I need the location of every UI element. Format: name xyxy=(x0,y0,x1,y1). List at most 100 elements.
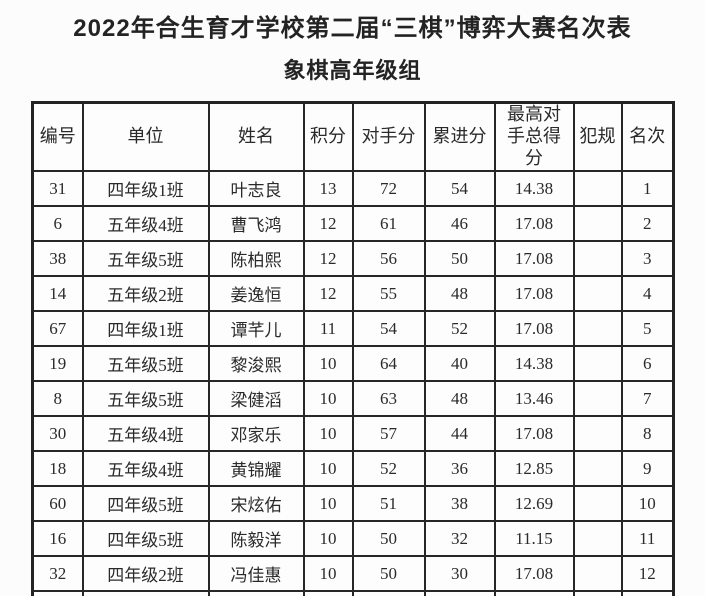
table-cell: 6 xyxy=(31,205,84,243)
table-cell xyxy=(493,590,575,596)
table-cell: 12.85 xyxy=(493,450,575,488)
table-row: 14 五年级2班 姜逸恒 12 55 48 17.08 4 xyxy=(31,275,675,313)
table-cell: 五年级5班 xyxy=(81,240,210,278)
table-cell: 陈柏熙 xyxy=(207,240,305,278)
table-cell xyxy=(572,415,623,453)
table-cell xyxy=(31,590,84,596)
table-cell: 四年级2班 xyxy=(81,555,210,593)
table-cell: 五年级5班 xyxy=(81,345,210,383)
table-cell: 10 xyxy=(302,380,354,418)
table-cell: 46 xyxy=(423,205,496,243)
column-header: 积分 xyxy=(302,101,354,173)
table-row: 19 五年级5班 黎浚熙 10 64 40 14.38 6 xyxy=(31,345,675,383)
table-cell: 52 xyxy=(351,450,426,488)
table-row: 30 五年级4班 邓家乐 10 57 44 17.08 8 xyxy=(31,415,675,453)
table-cell: 12 xyxy=(302,205,354,243)
table-cell: 30 xyxy=(423,555,496,593)
table-cell xyxy=(572,555,623,593)
table-cell xyxy=(572,170,623,208)
table-cell: 51 xyxy=(351,485,426,523)
column-header: 姓名 xyxy=(207,101,305,173)
column-header: 单位 xyxy=(81,101,210,173)
table-cell: 18 xyxy=(31,450,84,488)
table-cell: 13 xyxy=(302,170,354,208)
table-cell: 14.38 xyxy=(493,170,575,208)
table-cell xyxy=(572,310,623,348)
table-cell: 四年级5班 xyxy=(81,520,210,558)
column-header: 累进分 xyxy=(423,101,496,173)
table-cell: 陈毅洋 xyxy=(207,520,305,558)
table-cell: 38 xyxy=(423,485,496,523)
table-cell: 44 xyxy=(423,415,496,453)
table-cell: 55 xyxy=(351,275,426,313)
table-cell: 梁健滔 xyxy=(207,380,305,418)
table-cell: 54 xyxy=(423,170,496,208)
table-cell: 50 xyxy=(351,520,426,558)
table-cell: 14 xyxy=(31,275,84,313)
table-cell xyxy=(572,205,623,243)
table-cell xyxy=(207,590,305,596)
table-cell: 17.08 xyxy=(493,205,575,243)
table-cell: 10 xyxy=(302,555,354,593)
column-header: 犯规 xyxy=(572,101,623,173)
table-cell: 黄锦耀 xyxy=(207,450,305,488)
table-cell: 四年级1班 xyxy=(81,170,210,208)
table-cell: 60 xyxy=(31,485,84,523)
table-cell: 12 xyxy=(302,275,354,313)
table-cell: 五年级4班 xyxy=(81,205,210,243)
table-cell: 12.69 xyxy=(493,485,575,523)
column-header: 名次 xyxy=(620,101,675,173)
column-header: 编号 xyxy=(31,101,84,173)
document-subtitle: 象棋高年级组 xyxy=(283,58,422,84)
table-row: 38 五年级5班 陈柏熙 12 56 50 17.08 3 xyxy=(31,240,675,278)
table-cell: 10 xyxy=(302,415,354,453)
table-cell xyxy=(572,345,623,383)
table-cell xyxy=(572,275,623,313)
table-cell: 7 xyxy=(620,380,675,418)
table-cell: 12 xyxy=(620,555,675,593)
table-cell: 3 xyxy=(620,240,675,278)
table-cell: 19 xyxy=(31,345,84,383)
document-title: 2022年合生育才学校第二届“三棋”博弈大赛名次表 xyxy=(73,15,632,42)
table-cell: 64 xyxy=(351,345,426,383)
table-cell xyxy=(620,590,675,596)
table-cell: 63 xyxy=(351,380,426,418)
table-cell: 10 xyxy=(302,485,354,523)
table-cell: 曹飞鸿 xyxy=(207,205,305,243)
table-cell: 10 xyxy=(302,450,354,488)
table-cell: 31 xyxy=(31,170,84,208)
table-cell xyxy=(81,590,210,596)
table-cell xyxy=(423,590,496,596)
table-cell: 6 xyxy=(620,345,675,383)
table-cell xyxy=(572,520,623,558)
table-cell: 48 xyxy=(423,380,496,418)
table-cell: 56 xyxy=(351,240,426,278)
table-cell: 40 xyxy=(423,345,496,383)
table-header-row: 编号 单位 姓名 积分 对手分 累进分 最高对手总得分 犯规 名次 xyxy=(31,101,675,173)
table-cell: 邓家乐 xyxy=(207,415,305,453)
table-cell: 11 xyxy=(620,520,675,558)
table-cell: 67 xyxy=(31,310,84,348)
table-row-partial xyxy=(31,590,675,596)
table-cell: 4 xyxy=(620,275,675,313)
table-cell: 黎浚熙 xyxy=(207,345,305,383)
table-cell: 12 xyxy=(302,240,354,278)
table-row: 31 四年级1班 叶志良 13 72 54 14.38 1 xyxy=(31,170,675,208)
table-cell: 宋炫佑 xyxy=(207,485,305,523)
table-cell: 54 xyxy=(351,310,426,348)
table-row: 8 五年级5班 梁健滔 10 63 48 13.46 7 xyxy=(31,380,675,418)
table-cell: 48 xyxy=(423,275,496,313)
table-cell xyxy=(302,590,354,596)
table-cell: 2 xyxy=(620,205,675,243)
table-cell: 36 xyxy=(423,450,496,488)
table-cell: 17.08 xyxy=(493,310,575,348)
table-cell: 5 xyxy=(620,310,675,348)
table-cell: 17.08 xyxy=(493,240,575,278)
table-cell: 10 xyxy=(620,485,675,523)
table-row: 18 五年级4班 黄锦耀 10 52 36 12.85 9 xyxy=(31,450,675,488)
column-header: 对手分 xyxy=(351,101,426,173)
table-cell: 17.08 xyxy=(493,275,575,313)
table-cell: 10 xyxy=(302,345,354,383)
table-cell: 14.38 xyxy=(493,345,575,383)
